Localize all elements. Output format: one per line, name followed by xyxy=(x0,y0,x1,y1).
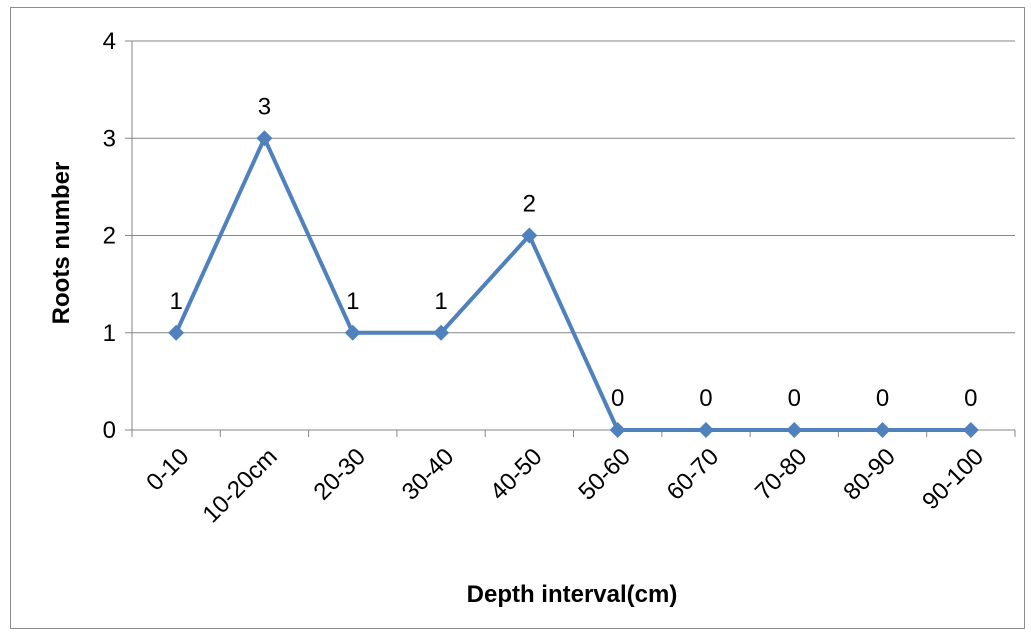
x-axis-title: Depth interval(cm) xyxy=(467,581,678,608)
data-point xyxy=(697,422,714,438)
x-tick-label: 40-50 xyxy=(485,443,548,506)
data-point xyxy=(521,227,538,244)
data-point xyxy=(344,324,361,341)
data-label: 1 xyxy=(169,288,182,315)
y-tick-label: 0 xyxy=(103,417,116,444)
x-tick-label: 50-60 xyxy=(573,443,636,506)
series-line xyxy=(174,136,971,432)
data-label: 0 xyxy=(876,385,889,412)
x-tick-label: 10-20cm xyxy=(198,443,283,528)
line-chart: 0 1 2 3 4 0-10 10-20cm 20-30 30-40 40-50 50-60 60-… xyxy=(48,28,1016,608)
data-label: 0 xyxy=(699,385,712,412)
y-axis-title: Roots number xyxy=(48,162,75,325)
data-label: 0 xyxy=(611,385,624,412)
x-tick-label: 90-100 xyxy=(917,443,989,515)
data-point xyxy=(962,422,979,438)
data-point xyxy=(874,422,891,438)
x-tick-labels: 0-10 10-20cm 20-30 30-40 40-50 50-60 60-70 70-8… xyxy=(141,443,989,528)
x-tick-label: 60-70 xyxy=(662,443,725,506)
data-point xyxy=(256,130,273,147)
data-label: 3 xyxy=(258,93,271,120)
data-label: 1 xyxy=(434,288,447,315)
y-tick-labels: 0 1 2 3 4 xyxy=(103,28,116,444)
x-tick-label: 80-90 xyxy=(838,443,901,506)
x-tick-label: 20-30 xyxy=(308,443,371,506)
data-point xyxy=(433,324,450,341)
y-tick-label: 4 xyxy=(103,28,116,55)
data-labels: 1 3 1 1 2 0 0 0 0 0 xyxy=(169,93,977,412)
y-tick-label: 1 xyxy=(103,320,116,347)
data-label: 1 xyxy=(346,288,359,315)
y-tick-label: 3 xyxy=(103,125,116,152)
data-label: 0 xyxy=(788,385,801,412)
data-markers xyxy=(168,130,979,438)
data-point xyxy=(786,422,803,438)
chart-area: 0 1 2 3 4 0-10 10-20cm 20-30 30-40 40-50 50-60 60-… xyxy=(10,7,1025,629)
x-tick-label: 30-40 xyxy=(397,443,460,506)
data-point xyxy=(609,422,626,438)
data-label: 0 xyxy=(964,385,977,412)
y-tick-label: 2 xyxy=(103,223,116,250)
gridlines xyxy=(132,40,1015,334)
x-tick-label: 0-10 xyxy=(141,443,194,496)
data-point xyxy=(168,324,185,341)
data-label: 2 xyxy=(523,191,536,218)
x-tick-label: 70-80 xyxy=(750,443,813,506)
